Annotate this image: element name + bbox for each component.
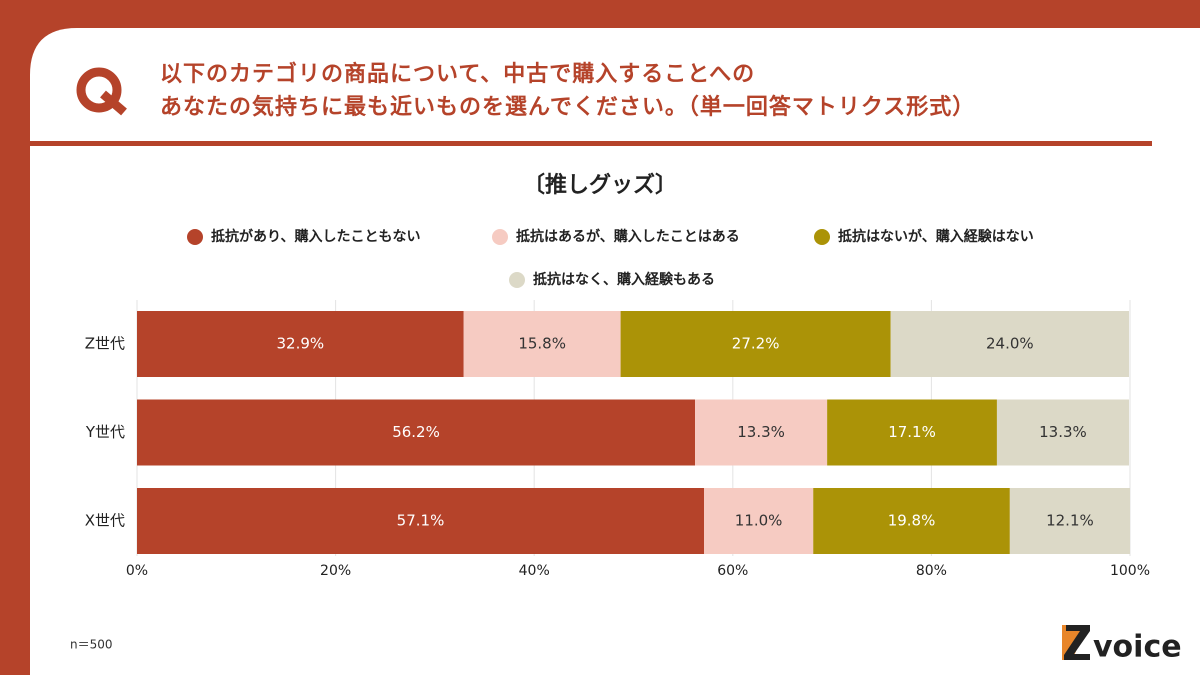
- value-label: 57.1%: [397, 512, 445, 530]
- q-icon-tail: [100, 90, 127, 116]
- bar-segment: [1009, 488, 1130, 554]
- legend-swatch: [187, 229, 203, 245]
- x-tick-label: 40%: [519, 563, 550, 579]
- q-icon: [76, 67, 122, 113]
- value-label: 27.2%: [732, 335, 780, 353]
- y-tick-label: Y世代: [85, 423, 125, 441]
- legend-label: 抵抗があり、購入したこともない: [211, 228, 420, 245]
- bar-segment: [137, 488, 705, 554]
- x-tick-label: 100%: [1110, 563, 1150, 579]
- bar-segment: [996, 399, 1130, 466]
- value-label: 12.1%: [1046, 512, 1094, 530]
- value-label: 19.8%: [888, 512, 936, 530]
- legend-label: 抵抗はあるが、購入したことはある: [516, 228, 740, 245]
- value-label: 11.0%: [735, 512, 783, 530]
- bar-segment: [827, 399, 997, 466]
- x-tick-label: 20%: [320, 563, 351, 579]
- bar-segment: [137, 399, 696, 466]
- value-label: 17.1%: [888, 423, 936, 441]
- bar-segment: [704, 488, 814, 554]
- divider: [30, 141, 1152, 146]
- footnote: n＝500: [70, 638, 113, 652]
- bar-segment: [463, 311, 621, 377]
- value-label: 13.3%: [1039, 423, 1087, 441]
- y-tick-label: Z世代: [85, 335, 125, 353]
- legend-swatch: [509, 272, 525, 288]
- legend-swatch: [814, 229, 830, 245]
- legend-swatch: [492, 229, 508, 245]
- question-line: あなたの気持ちに最も近いものを選んでください。（単一回答マトリクス形式）: [160, 94, 975, 120]
- value-label: 15.8%: [518, 335, 566, 353]
- brand: voice: [1093, 630, 1182, 665]
- bar-segment: [813, 488, 1010, 554]
- bar-segment: [890, 311, 1130, 377]
- x-tick-label: 60%: [717, 563, 748, 579]
- value-label: 32.9%: [277, 335, 325, 353]
- bar-segment: [695, 399, 828, 466]
- chart: 0% 20% 40% 60% 80% 100% 抵抗があり、購入したこともない 抵抗はあるが、…: [85, 228, 1150, 579]
- question-line: 以下のカテゴリの商品について、中古で購入することへの: [160, 61, 755, 87]
- logo-z: [1064, 625, 1090, 660]
- x-tick-label: 0%: [126, 563, 148, 579]
- bar-segment: [137, 311, 464, 377]
- chart-title: 〔推しグッズ〕: [523, 172, 677, 198]
- bar-segment: [620, 311, 891, 377]
- value-label: 13.3%: [737, 423, 785, 441]
- value-label: 24.0%: [986, 335, 1034, 353]
- legend-label: 抵抗はないが、購入経験はない: [838, 228, 1034, 245]
- value-label: 56.2%: [392, 423, 440, 441]
- y-tick-label: X世代: [85, 512, 125, 530]
- x-tick-label: 80%: [916, 563, 947, 579]
- legend-label: 抵抗はなく、購入経験もある: [533, 271, 715, 288]
